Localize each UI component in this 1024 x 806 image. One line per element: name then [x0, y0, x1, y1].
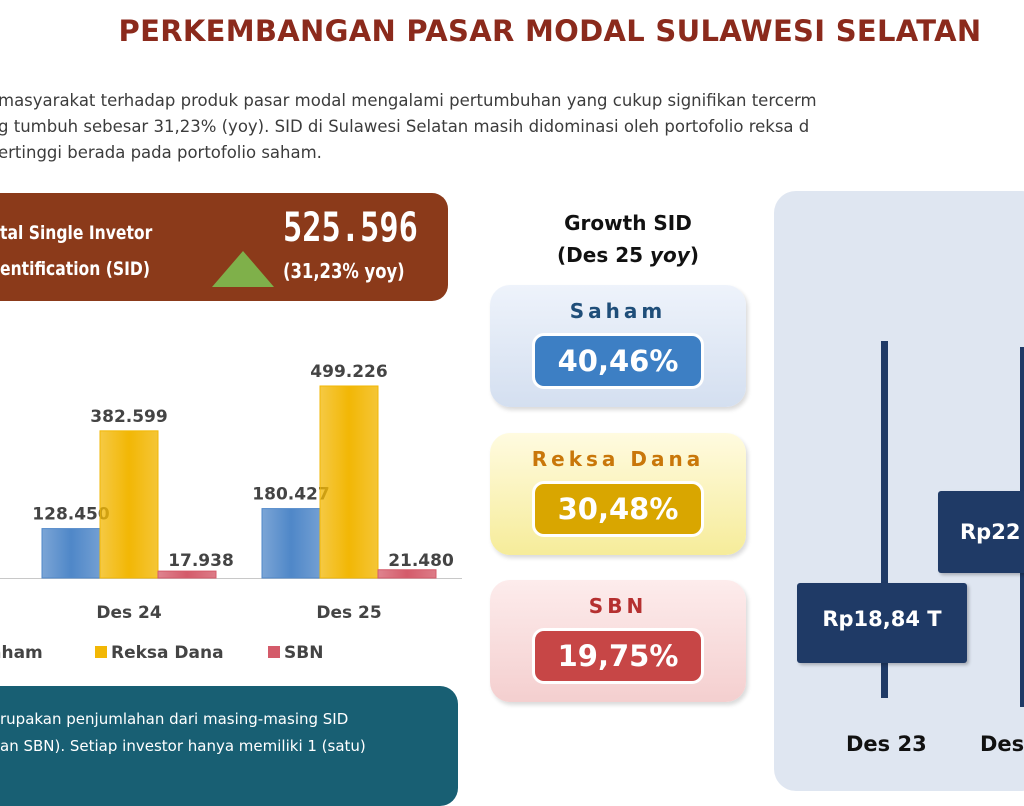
- x-tick-label: Des 24: [96, 603, 162, 623]
- growth-heading-line2: (Des 25 yoy): [518, 239, 738, 271]
- x-tick-label: Des 25: [316, 603, 381, 623]
- bar-saham-des-24: [41, 528, 101, 579]
- data-label: 17.938: [168, 551, 234, 571]
- data-label: 499.226: [310, 362, 387, 382]
- growth-card-value: 19,75%: [532, 628, 704, 684]
- legend-label: SBN: [284, 643, 323, 663]
- legend-label: aham: [0, 643, 43, 663]
- bar-reksa-dana-des-25: [319, 385, 379, 579]
- x-axis-label-des23: Des 23: [846, 732, 927, 756]
- total-sid-label-line: entification (SID): [0, 258, 150, 280]
- growth-card-saham: Saham 40,46%: [490, 285, 746, 407]
- growth-card-name: SBN: [588, 594, 648, 618]
- x-axis-label-des: Des: [980, 732, 1024, 756]
- data-label: 180.427: [252, 485, 329, 505]
- growth-card-name: Saham: [569, 299, 667, 323]
- growth-heading-line1: Growth SID: [564, 211, 692, 235]
- growth-heading-part: (Des 25: [557, 243, 650, 267]
- bar-reksa-dana-des-24: [99, 430, 159, 579]
- sid-bar-chart: 128.450 382.599 17.938 Des 24 180.427 499.226…: [0, 362, 462, 663]
- paragraph-line: g tumbuh sebesar 31,23% (yoy). SID di Su…: [0, 117, 810, 136]
- legend-label: Reksa Dana: [111, 643, 224, 663]
- total-sid-growth: (31,23% yoy): [283, 259, 405, 283]
- growth-card-name: Reksa Dana: [531, 447, 705, 471]
- footnote-line: rupakan penjumlahan dari masing-masing S…: [0, 710, 349, 728]
- page-title: PERKEMBANGAN PASAR MODAL SULAWESI SELATA…: [118, 14, 982, 48]
- data-label: 382.599: [90, 407, 167, 427]
- growth-heading-yoy: yoy: [650, 243, 690, 267]
- total-sid-label-line: tal Single Invetor: [0, 222, 153, 244]
- data-label: 21.480: [388, 551, 454, 571]
- footnote-box: rupakan penjumlahan dari masing-masing S…: [0, 686, 458, 806]
- growth-card-reksa-dana: Reksa Dana 30,48%: [490, 433, 746, 555]
- growth-card-sbn: SBN 19,75%: [490, 580, 746, 702]
- footnote-line: an SBN). Setiap investor hanya memiliki …: [0, 737, 366, 755]
- value-box-des24: Rp22: [938, 491, 1024, 573]
- value-box-des23: Rp18,84 T: [797, 583, 967, 663]
- up-triangle-icon: [212, 251, 274, 287]
- data-label-clipped: 1: [0, 551, 1, 571]
- growth-card-value: 40,46%: [532, 333, 704, 389]
- bar-sbn-des-25: [377, 569, 437, 579]
- growth-heading-part: ): [689, 243, 699, 267]
- right-panel: Rp18,84 T Rp22 Des 23 Des: [774, 191, 1024, 791]
- bar-sbn-des-24: [157, 570, 217, 579]
- growth-card-value: 30,48%: [532, 481, 704, 537]
- legend-swatch: [95, 646, 107, 658]
- bar-saham-des-25: [261, 508, 321, 579]
- paragraph-line: ertinggi berada pada portofolio saham.: [0, 143, 322, 162]
- total-sid-box: tal Single Invetor entification (SID) 52…: [0, 193, 448, 301]
- total-sid-label: tal Single Invetor entification (SID): [0, 215, 197, 287]
- candle-line-1: [881, 341, 888, 698]
- paragraph-line: masyarakat terhadap produk pasar modal m…: [0, 91, 817, 110]
- legend-swatch: [268, 646, 280, 658]
- data-label: 128.450: [32, 505, 110, 525]
- intro-paragraph: masyarakat terhadap produk pasar modal m…: [0, 88, 1024, 166]
- total-sid-value: 525.596: [283, 205, 418, 251]
- growth-sid-heading: Growth SID (Des 25 yoy): [518, 207, 738, 271]
